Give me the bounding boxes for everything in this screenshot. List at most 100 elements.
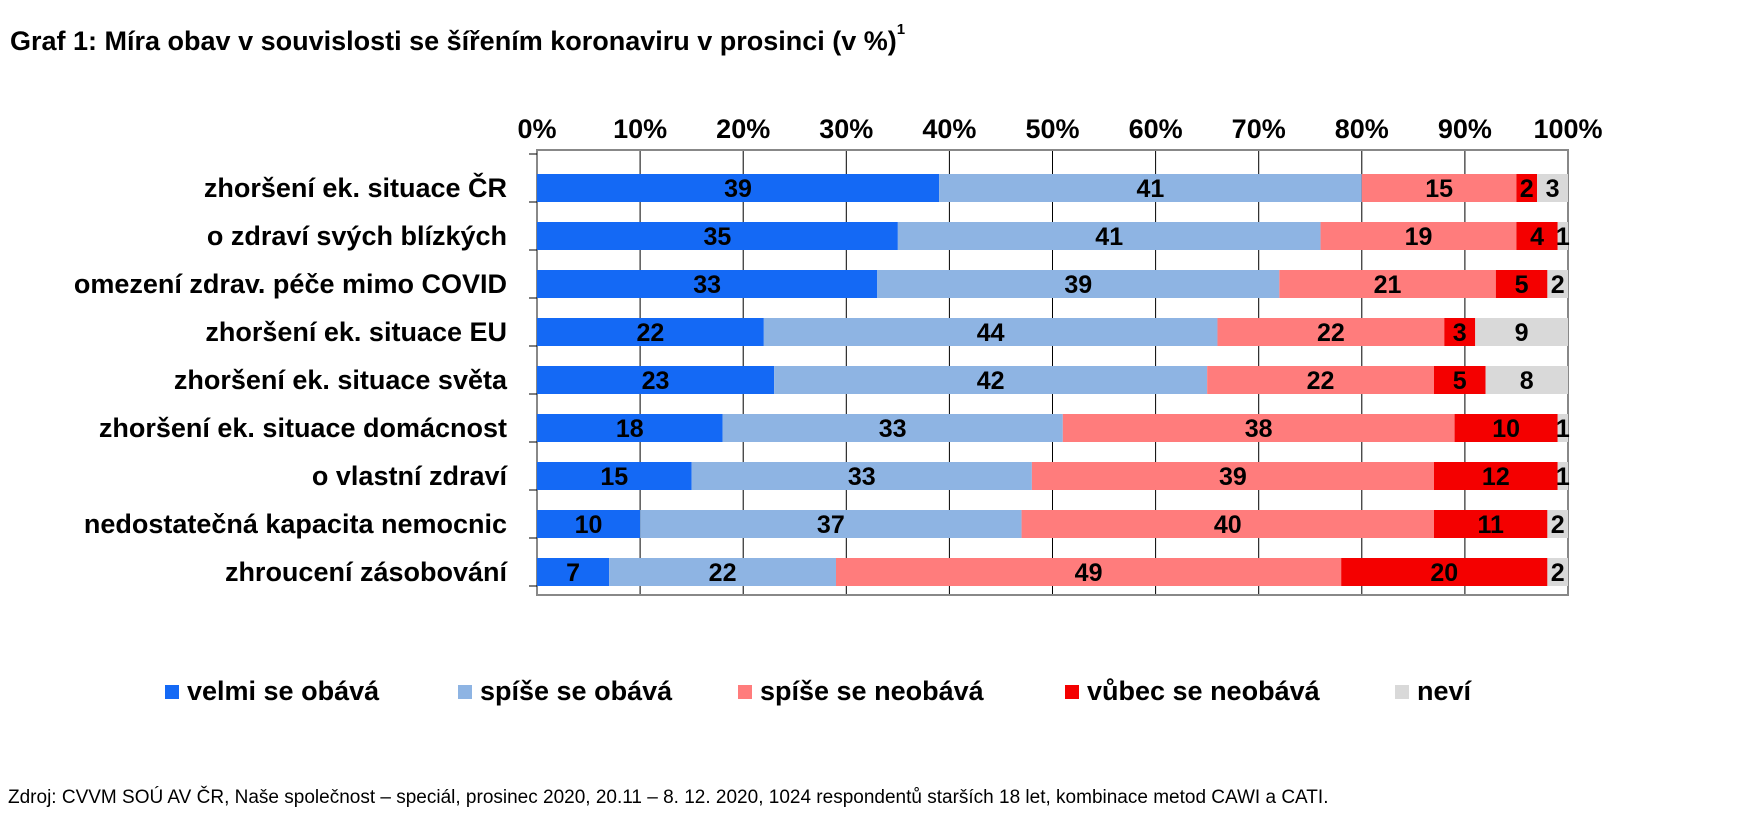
data-label: 1 xyxy=(1556,223,1570,251)
bar-segment xyxy=(1031,462,1434,490)
bar-segment xyxy=(1279,270,1496,298)
data-label: 37 xyxy=(817,511,845,539)
category-label: nedostatečná kapacita nemocnic xyxy=(84,509,507,539)
legend-label: velmi se obává xyxy=(187,676,380,706)
bar-segment xyxy=(537,270,878,298)
source-note: Zdroj: CVVM SOÚ AV ČR, Naše společnost –… xyxy=(8,787,1329,808)
data-label: 39 xyxy=(1064,271,1092,299)
bar-segment xyxy=(537,318,764,346)
bar-segment xyxy=(877,270,1280,298)
legend-swatch xyxy=(738,684,752,699)
data-label: 42 xyxy=(977,367,1005,395)
data-label: 1 xyxy=(1556,415,1570,443)
x-tick-label: 30% xyxy=(819,114,873,144)
bar-segment xyxy=(1557,222,1568,250)
data-label: 18 xyxy=(616,415,644,443)
bar-segment xyxy=(1547,270,1568,298)
chart-title-text: Graf 1: Míra obav v souvislosti se šířen… xyxy=(10,26,897,56)
data-label: 10 xyxy=(1492,415,1520,443)
bar-segment xyxy=(537,510,641,538)
bar-segment xyxy=(1516,174,1538,202)
bar-segment xyxy=(1433,366,1486,394)
bar-segment xyxy=(1341,558,1548,586)
chart-legend: velmi se obává spíše se obává spíše se neo… xyxy=(0,676,1753,712)
x-tick-label: 10% xyxy=(613,114,667,144)
bar-segment xyxy=(1547,558,1568,586)
bar-segment xyxy=(1062,414,1455,442)
data-label: 2 xyxy=(1551,271,1565,299)
x-tick-label: 100% xyxy=(1533,114,1602,144)
category-label: omezení zdrav. péče mimo COVID xyxy=(74,269,507,299)
data-label: 15 xyxy=(600,463,628,491)
bar-segment xyxy=(537,462,692,490)
data-label: 22 xyxy=(1317,319,1345,347)
bar-segment xyxy=(537,414,723,442)
data-label: 10 xyxy=(575,511,603,539)
data-label: 20 xyxy=(1430,559,1458,587)
legend-label: spíše se neobává xyxy=(760,676,984,706)
bar-segment xyxy=(1516,222,1558,250)
bar-segment xyxy=(537,558,610,586)
title-footnote-marker: 1 xyxy=(896,21,906,38)
bar-segment xyxy=(1537,174,1568,202)
bar-segment xyxy=(691,462,1032,490)
bar-segment xyxy=(609,558,836,586)
data-label: 2 xyxy=(1520,175,1534,203)
data-label: 39 xyxy=(724,175,752,203)
legend-item: spíše se neobává xyxy=(738,676,984,707)
category-label: o vlastní zdraví xyxy=(312,461,509,491)
data-label: 4 xyxy=(1530,223,1544,251)
x-tick-label: 80% xyxy=(1335,114,1389,144)
bar-segment xyxy=(1320,222,1517,250)
bar-segment xyxy=(763,318,1218,346)
bar-segment xyxy=(1361,174,1517,202)
x-tick-label: 50% xyxy=(1025,114,1079,144)
category-label: o zdraví svých blízkých xyxy=(207,221,507,251)
data-label: 41 xyxy=(1137,175,1165,203)
x-tick-label: 70% xyxy=(1232,114,1286,144)
bar-segment xyxy=(774,366,1208,394)
bar-segment xyxy=(1444,318,1476,346)
data-label: 3 xyxy=(1546,175,1560,203)
data-label: 15 xyxy=(1425,175,1453,203)
x-tick-label: 40% xyxy=(922,114,976,144)
data-label: 44 xyxy=(977,319,1005,347)
bar-segment xyxy=(939,174,1362,202)
bar-segment xyxy=(1454,414,1558,442)
bar-segment xyxy=(1557,462,1568,490)
data-label: 39 xyxy=(1219,463,1247,491)
data-label: 22 xyxy=(637,319,665,347)
data-label: 35 xyxy=(704,223,732,251)
data-label: 22 xyxy=(1307,367,1335,395)
bar-segment xyxy=(897,222,1321,250)
stacked-bar-chart: 0% 10% 20% 30% 40% 50% 60% 70% 80% 90% 100% zhoršen… xyxy=(74,114,1603,596)
data-label: 33 xyxy=(879,415,907,443)
legend-label: spíše se obává xyxy=(480,676,673,706)
legend-item: velmi se obává xyxy=(165,676,379,707)
data-label: 40 xyxy=(1214,511,1242,539)
legend-item: vůbec se neobává xyxy=(1065,676,1320,707)
data-label: 1 xyxy=(1556,463,1570,491)
category-label: zhoršení ek. situace EU xyxy=(205,317,507,347)
bar-segment xyxy=(1547,510,1568,538)
legend-item: neví xyxy=(1395,676,1471,707)
legend-swatch xyxy=(458,684,472,699)
data-label: 8 xyxy=(1520,367,1534,395)
data-label: 21 xyxy=(1374,271,1402,299)
bar-segment xyxy=(1475,318,1568,346)
x-tick-label: 0% xyxy=(517,114,556,144)
bar-segment xyxy=(1557,414,1568,442)
bar-segment xyxy=(1433,510,1548,538)
bar-segment xyxy=(1485,366,1568,394)
data-label: 23 xyxy=(642,367,670,395)
data-label: 41 xyxy=(1095,223,1123,251)
legend-swatch xyxy=(1395,684,1409,699)
legend-label: vůbec se neobává xyxy=(1087,676,1320,706)
bar-segment xyxy=(537,174,940,202)
data-label: 22 xyxy=(709,559,737,587)
data-label: 38 xyxy=(1245,415,1273,443)
data-label: 9 xyxy=(1515,319,1529,347)
data-label: 33 xyxy=(693,271,721,299)
chart-title: Graf 1: Míra obav v souvislosti se šířen… xyxy=(10,21,905,57)
bar-segment xyxy=(1217,318,1445,346)
